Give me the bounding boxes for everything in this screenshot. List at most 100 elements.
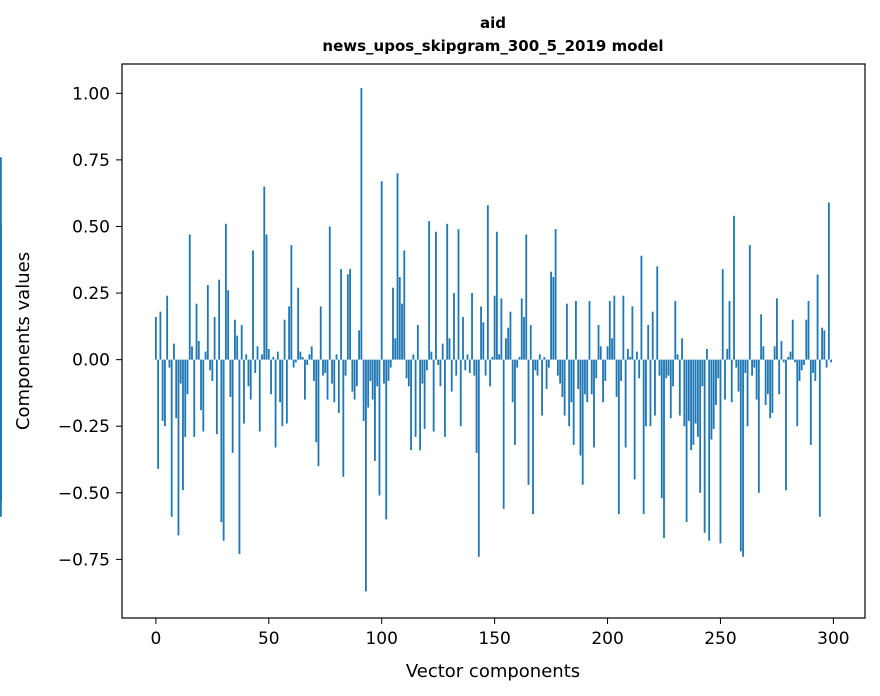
bar bbox=[224, 223, 227, 360]
bar bbox=[227, 290, 230, 360]
bar bbox=[484, 359, 487, 376]
bar bbox=[703, 359, 706, 533]
bar bbox=[735, 359, 738, 368]
bar bbox=[265, 234, 268, 360]
bar bbox=[220, 359, 223, 523]
bar bbox=[213, 317, 216, 360]
bar bbox=[405, 359, 408, 379]
bar bbox=[647, 325, 650, 360]
bar bbox=[514, 359, 516, 445]
bar bbox=[308, 354, 311, 360]
bar bbox=[812, 359, 814, 373]
bar bbox=[441, 343, 444, 360]
bar bbox=[258, 359, 261, 432]
bar bbox=[724, 359, 726, 400]
bar bbox=[240, 325, 243, 360]
bar bbox=[344, 359, 347, 376]
bar bbox=[516, 359, 519, 368]
bar bbox=[789, 351, 792, 360]
bar bbox=[830, 359, 833, 363]
bar bbox=[170, 359, 173, 517]
bar bbox=[301, 356, 304, 360]
bar bbox=[660, 359, 663, 499]
bar bbox=[387, 359, 390, 381]
bar bbox=[821, 327, 823, 360]
bar bbox=[337, 359, 340, 413]
x-tick-label: 250 bbox=[704, 629, 736, 649]
bar bbox=[401, 303, 403, 360]
bar bbox=[579, 359, 582, 456]
bar bbox=[719, 359, 722, 544]
bar bbox=[229, 359, 232, 397]
bar bbox=[238, 359, 241, 555]
bar bbox=[577, 359, 580, 389]
bar bbox=[800, 359, 803, 371]
bar bbox=[182, 359, 184, 491]
bar bbox=[498, 354, 501, 360]
bar bbox=[464, 359, 467, 371]
bar bbox=[565, 303, 568, 360]
bar bbox=[324, 359, 327, 373]
bar bbox=[191, 346, 193, 360]
bar bbox=[281, 359, 284, 427]
bar bbox=[584, 359, 586, 395]
bar bbox=[561, 359, 564, 397]
bar bbox=[392, 287, 394, 360]
bar bbox=[796, 359, 799, 427]
bar bbox=[428, 221, 431, 360]
y-tick-label: 0.75 bbox=[72, 151, 110, 171]
bar bbox=[315, 359, 318, 443]
bar bbox=[175, 359, 178, 419]
bar bbox=[340, 269, 342, 360]
bar bbox=[681, 338, 683, 360]
bar bbox=[629, 356, 632, 360]
bar bbox=[306, 359, 309, 365]
bar bbox=[437, 359, 440, 365]
x-tick-label: 0 bbox=[150, 629, 161, 649]
bar bbox=[696, 359, 699, 437]
bar bbox=[572, 359, 575, 445]
bar bbox=[827, 202, 830, 360]
bar bbox=[297, 287, 300, 360]
bars-group bbox=[0, 87, 833, 592]
bar bbox=[505, 338, 507, 360]
bar bbox=[471, 293, 473, 360]
y-tick-label: 0.50 bbox=[72, 217, 110, 237]
bar bbox=[780, 341, 783, 360]
bar bbox=[369, 359, 372, 381]
bar bbox=[599, 346, 602, 360]
bar bbox=[715, 359, 717, 405]
y-tick-label: −0.50 bbox=[58, 484, 110, 504]
bar bbox=[254, 359, 257, 373]
bar bbox=[568, 359, 571, 427]
bar bbox=[683, 359, 686, 427]
bar bbox=[590, 359, 593, 395]
bar bbox=[292, 359, 295, 368]
bar bbox=[667, 359, 670, 376]
bar bbox=[161, 359, 164, 421]
bar bbox=[654, 359, 656, 416]
bar bbox=[602, 359, 604, 403]
bar bbox=[279, 359, 281, 403]
bar bbox=[678, 359, 681, 416]
bar bbox=[184, 359, 187, 437]
bar bbox=[507, 327, 510, 360]
bar bbox=[446, 223, 449, 360]
bar bbox=[274, 359, 277, 448]
bar bbox=[322, 359, 324, 376]
bar bbox=[665, 359, 668, 379]
bar bbox=[690, 359, 693, 451]
bar bbox=[559, 359, 562, 384]
bar bbox=[649, 359, 652, 427]
bar bbox=[394, 338, 397, 360]
bar bbox=[290, 245, 293, 360]
bar bbox=[816, 274, 819, 360]
bar bbox=[782, 359, 785, 363]
bar bbox=[640, 255, 643, 360]
bar bbox=[480, 306, 482, 360]
bar bbox=[326, 359, 329, 400]
bar bbox=[247, 359, 250, 387]
bar bbox=[769, 359, 772, 419]
bar bbox=[0, 359, 2, 501]
bar bbox=[527, 359, 530, 485]
